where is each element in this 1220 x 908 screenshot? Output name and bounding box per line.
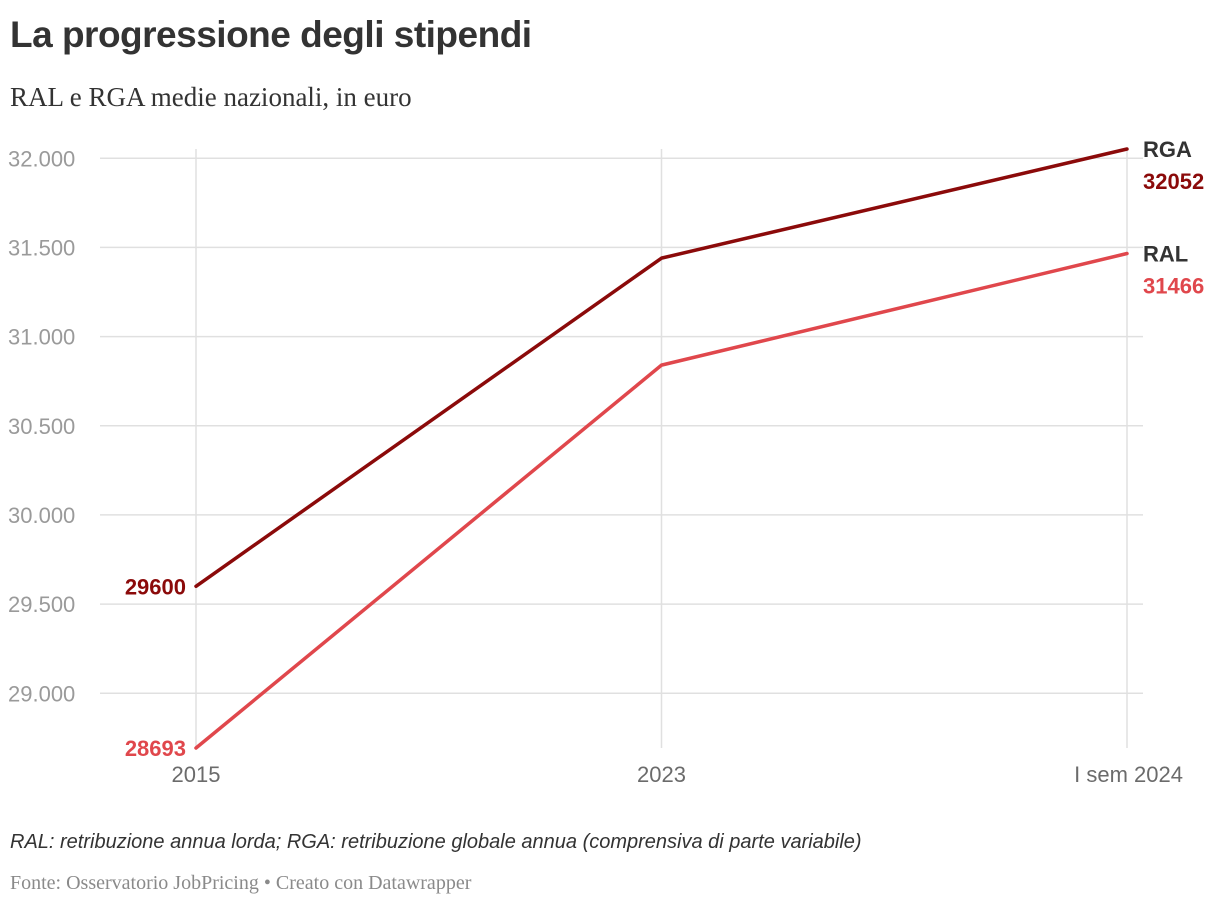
source-separator: •	[263, 872, 271, 894]
chart-title: La progressione degli stipendi	[10, 14, 532, 55]
y-tick-label: 30.000	[8, 503, 75, 528]
footnote: RAL: retribuzione annua lorda; RGA: retr…	[10, 831, 862, 853]
start-value-label: 29600	[125, 574, 186, 599]
series-name-label: RGA	[1143, 137, 1192, 162]
y-tick-label: 30.500	[8, 414, 75, 439]
x-tick-label: 2015	[172, 762, 221, 787]
y-tick-label: 31.000	[8, 325, 75, 350]
end-value-label: 31466	[1143, 273, 1204, 298]
y-tick-label: 29.500	[8, 592, 75, 617]
y-tick-label: 29.000	[8, 681, 75, 706]
series-line-ral	[194, 251, 1129, 750]
chart-subtitle: RAL e RGA medie nazionali, in euro	[10, 82, 412, 112]
source-line: Fonte: Osservatorio JobPricing • Creato …	[10, 872, 471, 895]
x-tick-label: I sem 2024	[1074, 762, 1183, 787]
start-value-label: 28693	[125, 736, 186, 761]
end-value-label: 32052	[1143, 169, 1204, 194]
series-line-rga	[194, 147, 1129, 589]
series-name-label: RAL	[1143, 241, 1188, 266]
y-tick-label: 32.000	[8, 146, 75, 171]
credit-link[interactable]: Creato con Datawrapper	[275, 872, 472, 894]
source-text: Fonte: Osservatorio JobPricing	[10, 872, 259, 894]
y-tick-label: 31.500	[8, 235, 75, 260]
x-tick-label: 2023	[637, 762, 686, 787]
